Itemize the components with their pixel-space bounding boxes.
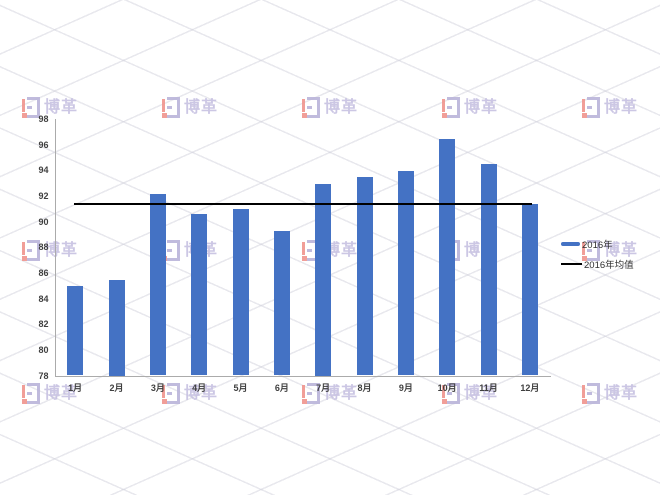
average-line-series [74,202,532,206]
boge-logo-icon [162,97,180,119]
legend-bar-swatch [561,242,580,246]
y-tick-label: 80 [38,344,49,355]
boge-logo-icon [442,383,460,405]
boge-watermark: 博革 [162,96,218,120]
x-tick-label: 2月 [109,383,124,393]
x-tick-label: 5月 [233,383,248,393]
y-tick-label: 98 [38,114,49,124]
x-tick-label: 11月 [479,383,498,393]
boge-watermark-text: 博革 [44,99,79,116]
boge-watermark-text: 博革 [184,385,219,402]
x-tick-label: 1月 [68,383,83,393]
boge-watermark-text: 博革 [184,99,219,116]
y-tick-label: 82 [38,319,49,330]
legend-item-2016: 2016年 [561,237,634,251]
boge-watermark-text: 博革 [324,242,359,259]
x-tick-label: 7月 [316,383,331,393]
x-axis-line [54,376,551,377]
bar-2月 [108,279,125,376]
boge-watermark-text: 博革 [604,99,639,116]
boge-watermark: 博革 [302,96,358,120]
boge-watermark: 博革 [22,239,78,263]
x-tick-label: 10月 [437,383,457,393]
chart-legend: 2016年 2016年均值 [561,237,634,277]
boge-watermark: 博革 [582,382,638,406]
x-tick-label: 12月 [520,383,540,393]
bar-8月 [356,177,373,376]
boge-logo-icon [302,383,320,405]
boge-logo-icon [582,97,600,119]
x-tick-label: 9月 [398,383,413,393]
boge-watermark: 博革 [582,96,638,120]
boge-watermark: 博革 [442,96,498,120]
bar-3月 [149,193,166,376]
y-tick-label: 88 [38,242,49,253]
boge-logo-icon [302,97,320,119]
bar-12月 [521,204,538,376]
bar-4月 [191,214,208,376]
y-tick-label: 86 [38,267,49,278]
boge-logo-icon [582,383,600,405]
boge-watermark: 博革 [442,382,498,406]
boge-watermark-text: 博革 [464,385,499,402]
bar-7月 [315,183,332,376]
boge-watermark-text: 博革 [324,99,359,116]
boge-watermark-text: 博革 [324,385,359,402]
bar-9月 [397,170,414,376]
y-tick-label: 94 [38,165,49,176]
y-axis-line [54,118,56,377]
bar-6月 [273,231,290,376]
boge-logo-icon [162,383,180,405]
x-tick-label: 8月 [357,383,372,393]
boge-logo-icon [22,97,40,119]
bar-10月 [439,138,456,376]
boge-logo-icon [22,383,40,405]
bar-5月 [232,209,249,376]
boge-watermark-text: 博革 [604,385,639,402]
legend-label: 2016年 [582,240,613,251]
x-tick-label: 3月 [150,383,165,393]
legend-item-2016-average: 2016年均值 [561,257,634,271]
y-tick-label: 84 [38,293,49,304]
boge-watermark: 博革 [22,382,78,406]
boge-watermark: 博革 [162,382,218,406]
boge-watermark: 博革 [582,239,638,263]
y-tick-label: 92 [38,190,49,201]
bar-1月 [67,286,84,376]
bar-11月 [480,164,497,376]
legend-line-swatch [561,263,582,265]
boge-watermark-text: 博革 [604,242,639,259]
legend-label: 2016年均值 [584,260,634,271]
y-tick-label: 90 [38,216,49,227]
boge-watermark-text: 博革 [464,99,499,116]
x-tick-label: 4月 [192,383,207,393]
y-tick-label: 78 [38,370,49,381]
boge-watermark: 博革 [302,382,358,406]
boge-watermark: 博革 [22,96,78,120]
x-tick-label: 6月 [274,383,289,393]
boge-logo-icon [582,240,600,262]
boge-logo-icon [22,240,40,262]
y-tick-label: 96 [38,139,49,150]
boge-logo-icon [442,97,460,119]
boge-watermark-text: 博革 [44,242,79,259]
boge-watermark-text: 博革 [44,385,79,402]
